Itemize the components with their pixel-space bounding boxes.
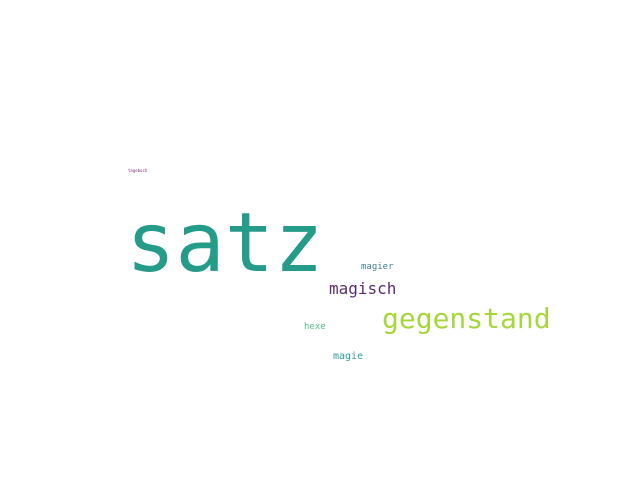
- word-gegenstand: gegenstand: [382, 302, 551, 335]
- word-magie: magie: [333, 351, 364, 362]
- word-magier: magier: [361, 262, 394, 272]
- word-tagebuch: tagebuch: [128, 168, 148, 173]
- word-hexe: hexe: [304, 322, 326, 332]
- word-magisch: magisch: [329, 279, 397, 298]
- word-satz: satz: [126, 196, 324, 291]
